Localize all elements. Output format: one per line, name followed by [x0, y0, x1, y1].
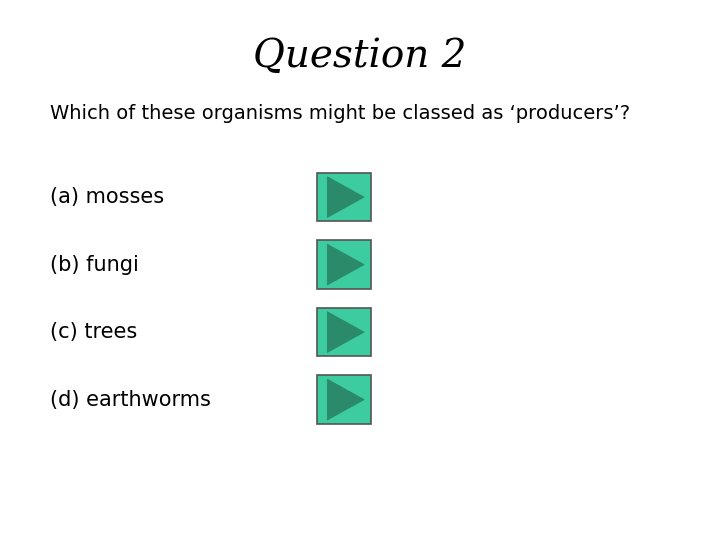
Bar	[317, 308, 371, 356]
Bar	[317, 375, 371, 424]
Text: (c) trees: (c) trees	[50, 322, 138, 342]
Polygon shape	[328, 244, 364, 285]
Bar	[317, 240, 371, 289]
Text: (a) mosses: (a) mosses	[50, 187, 165, 207]
Polygon shape	[328, 177, 364, 218]
Bar	[317, 173, 371, 221]
Polygon shape	[328, 379, 364, 420]
Text: Which of these organisms might be classed as ‘producers’?: Which of these organisms might be classe…	[50, 104, 631, 123]
Polygon shape	[328, 312, 364, 353]
Text: Question 2: Question 2	[253, 38, 467, 75]
Text: (b) fungi: (b) fungi	[50, 254, 139, 275]
Text: (d) earthworms: (d) earthworms	[50, 389, 211, 410]
